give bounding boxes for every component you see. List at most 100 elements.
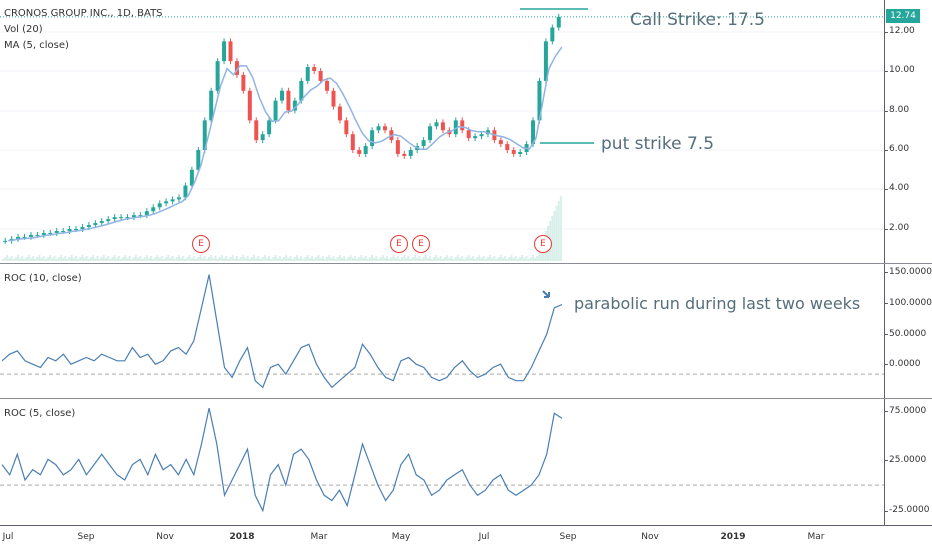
volume-bar [92, 255, 95, 261]
volume-bar [411, 257, 414, 261]
volume-bar [531, 255, 534, 261]
candle-body [402, 153, 407, 156]
volume-bar [347, 257, 350, 261]
volume-bar [94, 258, 97, 261]
candle-body [331, 90, 336, 107]
volume-bar [467, 255, 470, 261]
volume-bar [332, 256, 335, 261]
volume-bar [253, 255, 256, 261]
earnings-marker[interactable]: E [390, 235, 408, 253]
candle-body [299, 80, 304, 101]
candle-body [267, 120, 272, 135]
volume-bar [180, 258, 183, 261]
volume-bar [248, 259, 251, 261]
volume-bar [186, 257, 189, 261]
volume-bar [53, 256, 56, 261]
candle-body [370, 130, 375, 147]
price-pane[interactable] [0, 0, 884, 263]
volume-bar [259, 259, 262, 261]
volume-bar [283, 257, 286, 261]
time-label: Mar [807, 532, 825, 542]
volume-bar [104, 258, 107, 261]
pane-separator[interactable] [0, 263, 932, 264]
earnings-marker[interactable]: E [412, 235, 430, 253]
candle-body [254, 120, 259, 141]
candle-body [498, 140, 503, 145]
candle-body [3, 240, 8, 242]
volume-bar [238, 259, 241, 261]
candle-body [202, 120, 207, 150]
roc5-pane[interactable] [0, 399, 884, 525]
candle-body [164, 201, 169, 204]
volume-bar [49, 255, 52, 261]
volume-bar [14, 257, 17, 261]
volume-bar [504, 256, 507, 261]
volume-bar [343, 256, 346, 261]
volume-bar [360, 255, 363, 261]
volume-bar [44, 259, 47, 261]
volume-bar [83, 258, 86, 261]
last-price-badge: 12.74 [886, 9, 920, 23]
volume-bar [107, 256, 110, 261]
roc5-tick: 25.0000 [889, 455, 927, 465]
time-axis[interactable]: Jul Sep Nov 2018 Mar May Jul Sep Nov 201… [0, 525, 932, 551]
volume-bar [257, 256, 260, 261]
volume-bar [38, 255, 41, 261]
earnings-marker[interactable]: E [534, 235, 552, 253]
volume-bar [216, 259, 219, 261]
price-tick: 8.00 [889, 105, 910, 115]
price-axis[interactable]: 12.00 10.00 8.00 6.00 4.00 2.00 [884, 0, 932, 263]
candle-body [35, 234, 40, 236]
candle-body [479, 134, 484, 137]
roc10-axis[interactable]: 150.0000 100.0000 50.0000 0.0000 [884, 264, 932, 398]
volume-bar [527, 259, 530, 261]
volume-bar [143, 257, 146, 261]
volume-bar [416, 258, 419, 261]
volume-bar [396, 256, 399, 261]
volume-bar [407, 256, 410, 261]
roc5-tick: 75.0000 [889, 406, 927, 416]
volume-bar [295, 255, 298, 261]
roc5-axis[interactable]: 75.0000 25.0000 -25.0000 [884, 399, 932, 525]
volume-bar [85, 256, 88, 261]
volume-bar [244, 258, 247, 261]
volume-bar [162, 259, 165, 261]
price-chart [0, 8, 884, 261]
candle-body [119, 217, 124, 219]
candle-body [48, 232, 53, 234]
volume-bar [289, 256, 292, 261]
candle-body [357, 150, 362, 154]
roc10-pane[interactable] [0, 264, 884, 398]
volume-bar [120, 259, 123, 261]
volume-bar [141, 259, 144, 261]
volume-bar [508, 257, 511, 261]
earnings-marker[interactable]: E [192, 235, 210, 253]
volume-bar [111, 257, 114, 261]
ma-line [8, 46, 563, 242]
candle-body [157, 203, 162, 208]
candle-body [305, 67, 310, 81]
volume-bar [201, 258, 204, 261]
candle-body [460, 120, 465, 131]
volume-bar [476, 257, 479, 261]
candle-body [537, 80, 542, 121]
volume-bar [356, 259, 359, 261]
candle-body [215, 61, 220, 91]
candle-body [80, 227, 85, 229]
pane-separator[interactable] [0, 398, 932, 399]
volume-bar [519, 257, 522, 261]
volume-bar [145, 255, 148, 261]
volume-bar [325, 257, 328, 261]
candle-body [106, 219, 111, 222]
volume-bar [156, 255, 159, 261]
volume-bar [291, 259, 294, 261]
volume-bar [55, 259, 58, 261]
candle-body [222, 41, 227, 62]
candle-body [363, 146, 368, 154]
volume-bar [240, 257, 243, 261]
candle-body [376, 126, 381, 131]
candle-body [247, 90, 252, 121]
volume-bar [310, 256, 313, 261]
volume-bar [197, 257, 200, 261]
candle-body [61, 230, 66, 232]
